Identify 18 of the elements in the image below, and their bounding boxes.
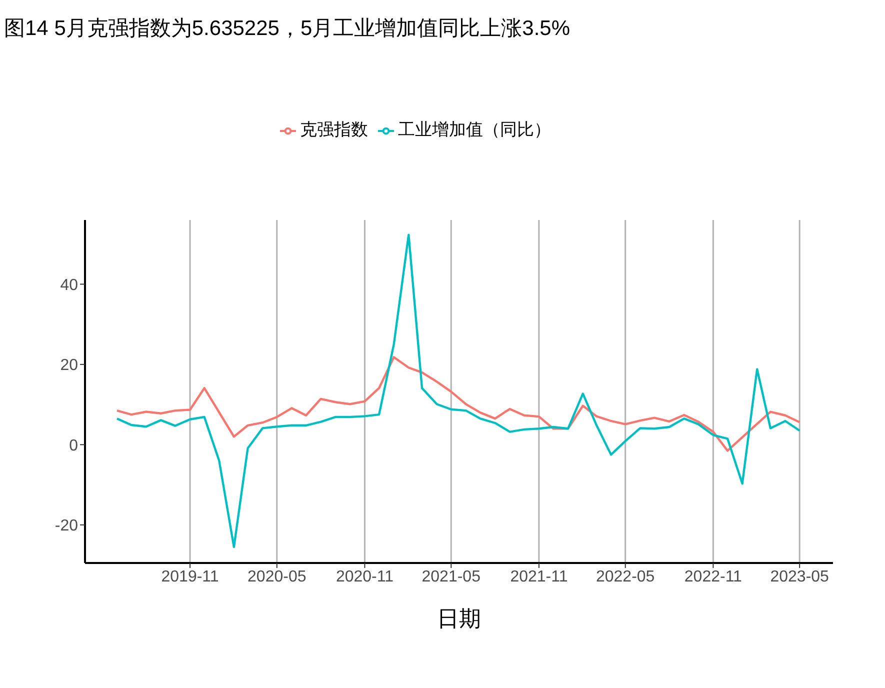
x-tick-label: 2021-05 <box>422 568 481 586</box>
legend-label: 克强指数 <box>300 120 368 139</box>
x-tick-label: 2022-05 <box>596 568 655 586</box>
x-tick-label: 2023-05 <box>770 568 830 586</box>
line-series <box>116 356 801 452</box>
x-axis-title: 日期 <box>437 606 481 631</box>
legend-label: 工业增加值（同比） <box>398 120 551 139</box>
line-series <box>116 234 801 548</box>
y-tick-label: -20 <box>54 518 78 535</box>
y-tick-label: 0 <box>69 437 78 454</box>
x-tick-label: 2021-11 <box>510 568 568 586</box>
x-tick-label: 2019-11 <box>161 568 219 586</box>
x-tick-label: 2022-11 <box>684 568 742 586</box>
x-tick-label: 2020-11 <box>336 568 394 586</box>
x-tick-label: 2020-05 <box>248 568 306 586</box>
y-tick-label: 40 <box>60 276 78 294</box>
chart-title: 图14 5月克强指数为5.635225，5月工业增加值同比上涨3.5% <box>4 16 570 42</box>
y-tick-label: 20 <box>60 357 78 374</box>
